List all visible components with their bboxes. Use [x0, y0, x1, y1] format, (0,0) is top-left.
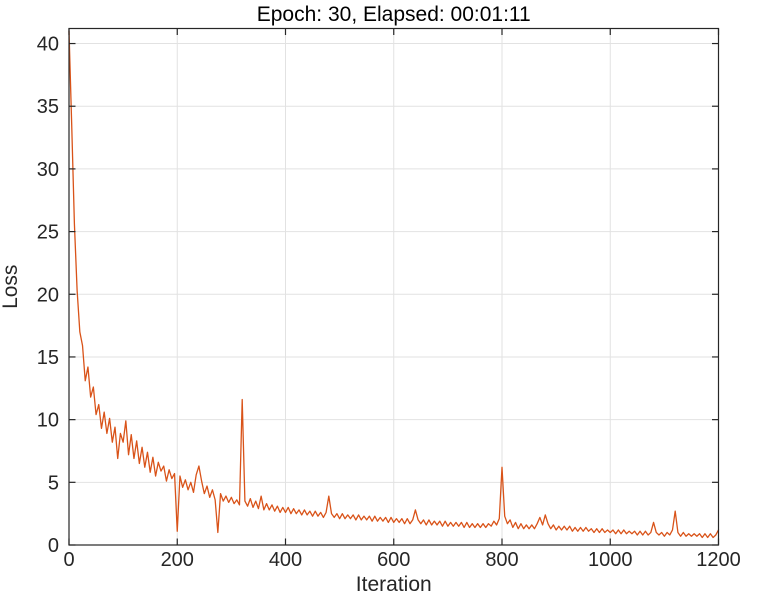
x-tick-label: 0 — [63, 549, 74, 571]
x-tick-label: 800 — [485, 549, 518, 571]
x-tick-label: 200 — [161, 549, 194, 571]
tick-labels: 0 200 400 600 800 1000 1200 0 5 10 15 20 25 30 35 40 — [37, 34, 741, 571]
y-tick-label: 20 — [37, 284, 59, 306]
x-tick-label: 1200 — [696, 549, 741, 571]
x-tick-label: 600 — [377, 549, 410, 571]
tick-marks — [68, 28, 720, 546]
y-tick-label: 40 — [37, 34, 59, 56]
x-tick-label: 400 — [269, 549, 302, 571]
y-tick-label: 10 — [37, 410, 59, 432]
y-tick-label: 30 — [37, 159, 59, 181]
y-tick-label: 0 — [48, 535, 59, 557]
chart-title: Epoch: 30, Elapsed: 00:01:11 — [257, 3, 531, 26]
y-tick-label: 15 — [37, 347, 59, 369]
y-axis-label: Loss — [0, 265, 22, 309]
y-tick-label: 25 — [37, 222, 59, 244]
y-tick-label: 5 — [48, 472, 59, 494]
x-tick-label: 1000 — [588, 549, 633, 571]
loss-curve — [68, 30, 720, 539]
y-tick-label: 35 — [37, 96, 59, 118]
x-axis-label: Iteration — [356, 573, 432, 596]
gridlines — [68, 28, 719, 546]
